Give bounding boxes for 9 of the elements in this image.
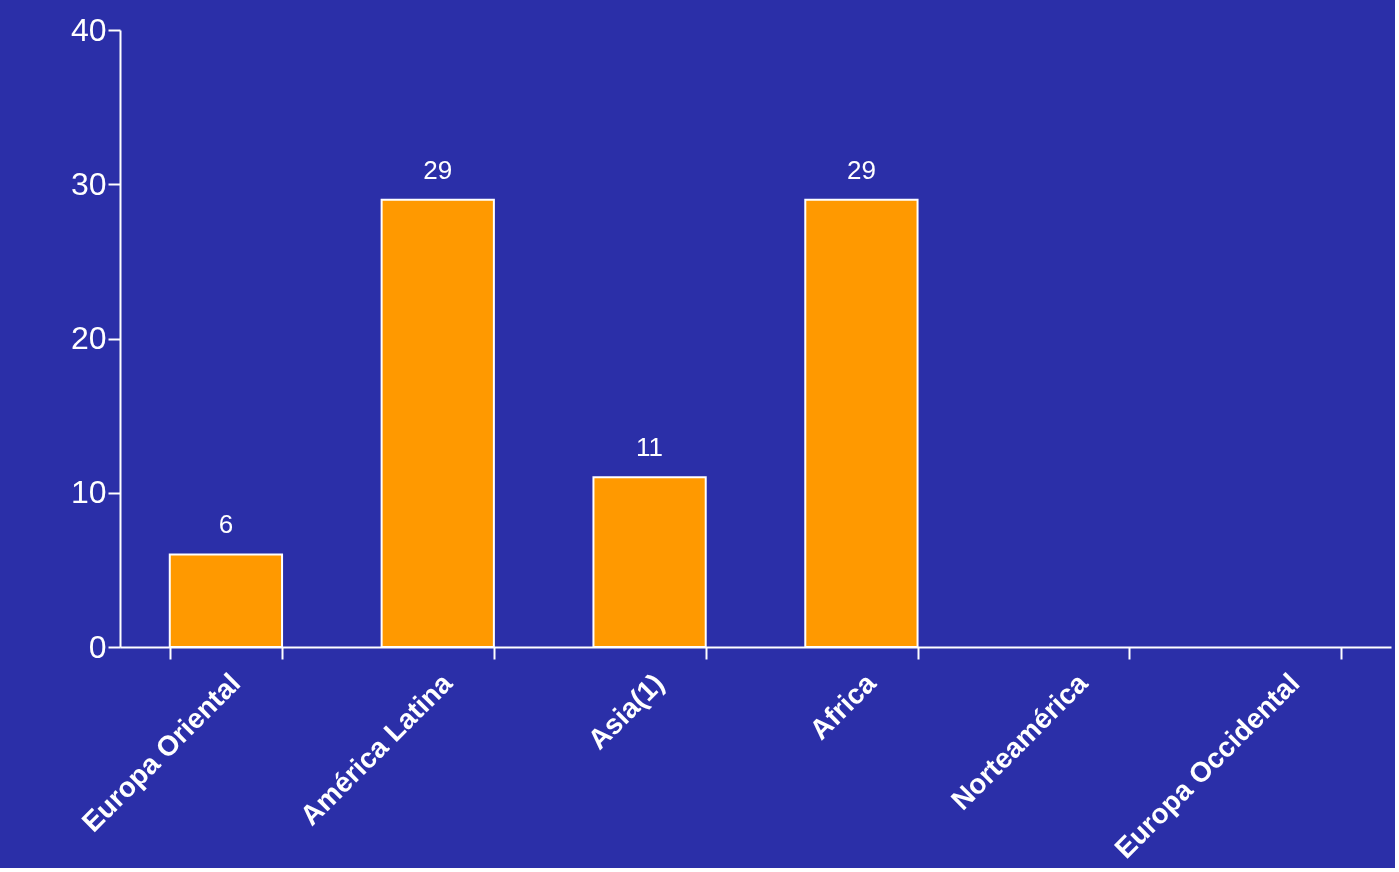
y-tick-label: 30 bbox=[70, 165, 107, 202]
y-tick-label: 20 bbox=[70, 320, 107, 356]
y-tick-label: 0 bbox=[88, 628, 107, 665]
data-label: 11 bbox=[636, 432, 664, 463]
y-tick-label: 40 bbox=[70, 11, 107, 48]
data-label: 6 bbox=[218, 509, 234, 540]
data-label: 29 bbox=[423, 154, 453, 185]
data-label: 29 bbox=[846, 154, 876, 185]
y-tick-label: 10 bbox=[70, 474, 107, 511]
